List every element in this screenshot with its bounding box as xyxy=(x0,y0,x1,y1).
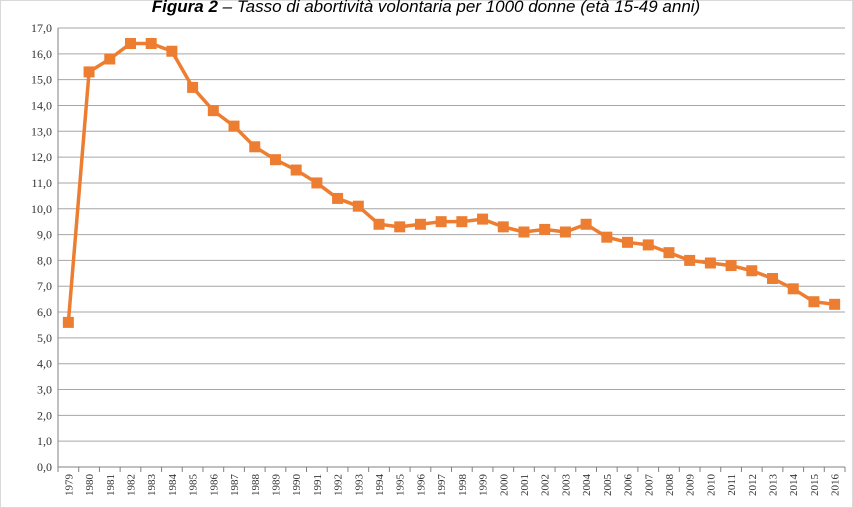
marker xyxy=(290,164,302,176)
x-tick-label: 1996 xyxy=(415,474,427,497)
y-tick-label: 11,0 xyxy=(31,176,52,190)
x-tick-label: 1988 xyxy=(250,474,262,497)
y-tick-label: 15,0 xyxy=(31,73,52,87)
chart-title: Figura 2 – Tasso di abortività volontari… xyxy=(152,0,700,16)
marker xyxy=(373,218,385,230)
x-tick-label: 1999 xyxy=(478,474,490,497)
x-tick-label: 2000 xyxy=(498,474,510,497)
y-tick-label: 0,0 xyxy=(37,460,52,474)
marker xyxy=(601,231,613,243)
marker xyxy=(767,272,779,284)
marker xyxy=(187,81,199,93)
y-tick-label: 8,0 xyxy=(37,253,52,267)
y-tick-label: 3,0 xyxy=(37,383,52,397)
y-tick-label: 6,0 xyxy=(37,305,52,319)
marker xyxy=(642,239,654,251)
marker xyxy=(477,213,489,225)
marker xyxy=(104,53,116,65)
x-tick-label: 1990 xyxy=(291,474,303,497)
marker xyxy=(394,221,406,233)
x-tick-label: 1979 xyxy=(63,474,75,497)
x-tick-label: 1992 xyxy=(333,474,345,496)
marker xyxy=(249,141,261,153)
y-tick-label: 17,0 xyxy=(31,21,52,35)
x-tick-label: 1982 xyxy=(125,474,137,496)
marker xyxy=(622,236,634,248)
x-tick-label: 1989 xyxy=(270,474,282,497)
marker xyxy=(746,265,758,277)
x-tick-label: 2007 xyxy=(643,474,655,497)
marker xyxy=(580,218,592,230)
marker xyxy=(332,192,344,204)
marker xyxy=(62,316,74,328)
marker xyxy=(166,45,178,57)
marker xyxy=(207,105,219,117)
x-tick-label: 1997 xyxy=(436,474,448,497)
x-tick-label: 2009 xyxy=(685,474,697,497)
marker xyxy=(269,154,281,166)
x-tick-label: 1985 xyxy=(188,474,200,497)
marker xyxy=(829,298,841,310)
x-tick-label: 2003 xyxy=(560,474,572,497)
marker xyxy=(83,66,95,78)
x-tick-label: 2010 xyxy=(705,474,717,497)
x-tick-label: 2001 xyxy=(519,474,531,496)
x-tick-label: 1987 xyxy=(229,474,241,497)
marker xyxy=(704,257,716,269)
x-tick-label: 2008 xyxy=(664,474,676,497)
y-tick-label: 4,0 xyxy=(37,357,52,371)
title-label: Figura 2 xyxy=(152,0,219,16)
y-tick-label: 16,0 xyxy=(31,47,52,61)
y-tick-label: 12,0 xyxy=(31,150,52,164)
marker xyxy=(352,200,364,212)
marker xyxy=(228,120,240,132)
x-tick-label: 1991 xyxy=(312,474,324,496)
marker xyxy=(456,216,468,228)
x-tick-label: 2004 xyxy=(581,474,593,497)
x-tick-label: 2014 xyxy=(788,474,800,497)
x-tick-label: 2005 xyxy=(602,474,614,497)
y-tick-label: 5,0 xyxy=(37,331,52,345)
marker xyxy=(518,226,530,238)
x-tick-label: 2012 xyxy=(747,474,759,496)
marker xyxy=(124,37,136,49)
marker xyxy=(497,221,509,233)
x-tick-label: 1998 xyxy=(457,474,469,497)
y-tick-label: 1,0 xyxy=(37,434,52,448)
x-tick-label: 2016 xyxy=(830,474,842,497)
x-tick-label: 2015 xyxy=(809,474,821,497)
y-tick-label: 7,0 xyxy=(37,279,52,293)
x-tick-label: 2013 xyxy=(768,474,780,497)
y-tick-label: 13,0 xyxy=(31,124,52,138)
y-tick-label: 10,0 xyxy=(31,202,52,216)
marker xyxy=(311,177,323,189)
marker xyxy=(663,247,675,259)
y-tick-label: 2,0 xyxy=(37,408,52,422)
marker xyxy=(808,296,820,308)
x-tick-label: 1994 xyxy=(374,474,386,497)
x-tick-label: 1986 xyxy=(208,474,220,497)
title-text: – Tasso di abortività volontaria per 100… xyxy=(222,0,701,16)
x-tick-label: 2006 xyxy=(623,474,635,497)
marker xyxy=(559,226,571,238)
marker xyxy=(539,223,551,235)
x-tick-label: 1980 xyxy=(84,474,96,497)
marker xyxy=(414,218,426,230)
x-tick-label: 2002 xyxy=(540,474,552,496)
x-tick-label: 1981 xyxy=(105,474,117,496)
marker xyxy=(435,216,447,228)
marker xyxy=(787,283,799,295)
marker xyxy=(725,260,737,272)
x-tick-label: 1984 xyxy=(167,474,179,497)
y-tick-label: 9,0 xyxy=(37,228,52,242)
marker xyxy=(145,37,157,49)
x-tick-label: 1983 xyxy=(146,474,158,497)
x-tick-label: 1995 xyxy=(395,474,407,497)
marker xyxy=(684,254,696,266)
x-tick-label: 1993 xyxy=(353,474,365,497)
y-tick-label: 14,0 xyxy=(31,98,52,112)
x-tick-label: 2011 xyxy=(726,474,738,496)
